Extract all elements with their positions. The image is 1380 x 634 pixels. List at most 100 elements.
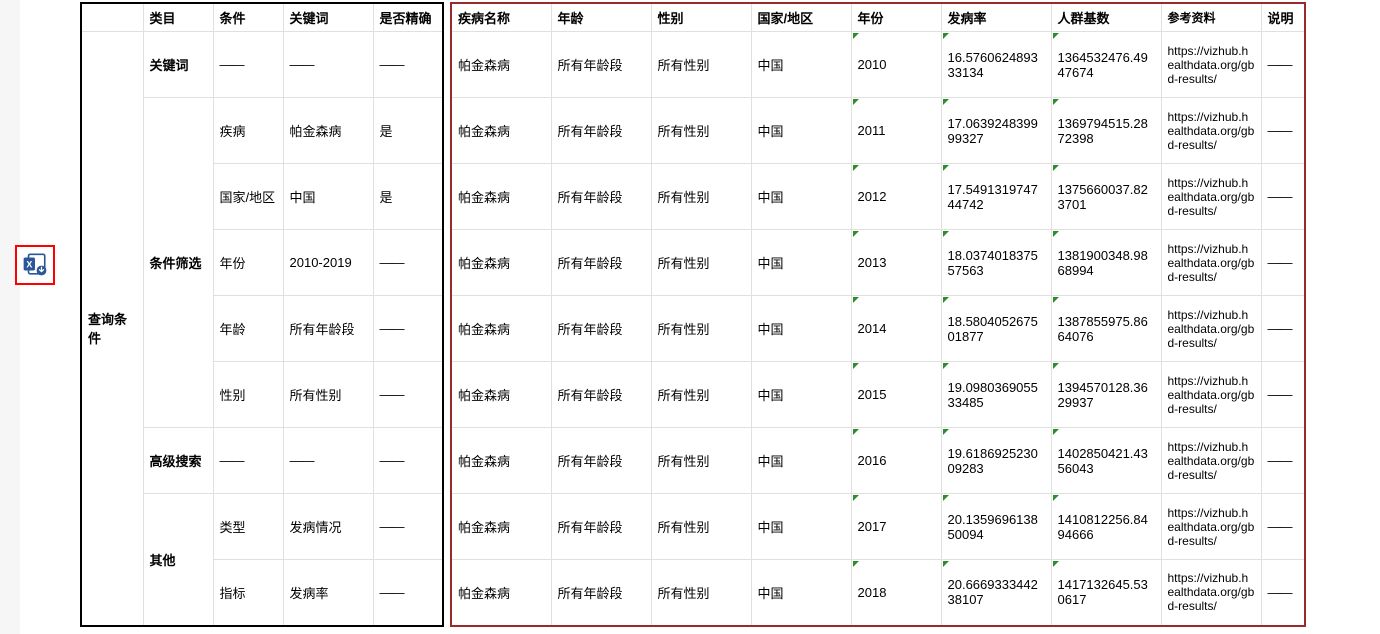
sex-cell: 所有性别: [651, 362, 751, 428]
region-cell: 中国: [751, 296, 851, 362]
col-year: 年份: [851, 3, 941, 32]
sex-cell: 所有性别: [651, 230, 751, 296]
disease-cell: 帕金森病: [451, 362, 551, 428]
condition-cell: 国家/地区: [213, 164, 283, 230]
exact-cell: ——: [373, 428, 443, 494]
pop-cell: 1364532476.4947674: [1051, 32, 1161, 98]
ref-cell: https://vizhub.healthdata.org/gbd-result…: [1161, 428, 1261, 494]
left-header-condition: 条件: [213, 3, 283, 32]
rate-cell: 16.576062489333134: [941, 32, 1051, 98]
ref-cell: https://vizhub.healthdata.org/gbd-result…: [1161, 230, 1261, 296]
exact-cell: ——: [373, 230, 443, 296]
pop-cell: 1417132645.530617: [1051, 560, 1161, 626]
result-row: 帕金森病所有年龄段所有性别中国201016.576062489333134136…: [451, 32, 1305, 98]
results-table: 疾病名称 年龄 性别 国家/地区 年份 发病率 人群基数 参考资料 说明 帕金森…: [450, 2, 1306, 627]
disease-cell: 帕金森病: [451, 98, 551, 164]
left-header-category: 类目: [143, 3, 213, 32]
ref-cell: https://vizhub.healthdata.org/gbd-result…: [1161, 98, 1261, 164]
col-ref: 参考资料: [1161, 3, 1261, 32]
condition-cell: ——: [213, 32, 283, 98]
region-cell: 中国: [751, 428, 851, 494]
exact-cell: ——: [373, 362, 443, 428]
sex-cell: 所有性别: [651, 560, 751, 626]
age-cell: 所有年龄段: [551, 296, 651, 362]
ref-cell: https://vizhub.healthdata.org/gbd-result…: [1161, 296, 1261, 362]
year-cell: 2012: [851, 164, 941, 230]
pop-cell: 1381900348.9868994: [1051, 230, 1161, 296]
left-header-root: [81, 3, 143, 32]
desc-cell: ——: [1261, 98, 1305, 164]
col-region: 国家/地区: [751, 3, 851, 32]
rate-cell: 17.549131974744742: [941, 164, 1051, 230]
desc-cell: ——: [1261, 362, 1305, 428]
group-label-cell: 关键词: [143, 32, 213, 98]
condition-cell: 性别: [213, 362, 283, 428]
region-cell: 中国: [751, 560, 851, 626]
pop-cell: 1394570128.3629937: [1051, 362, 1161, 428]
rate-cell: 19.098036905533485: [941, 362, 1051, 428]
ref-cell: https://vizhub.healthdata.org/gbd-result…: [1161, 362, 1261, 428]
pop-cell: 1375660037.823701: [1051, 164, 1161, 230]
rate-cell: 19.618692523009283: [941, 428, 1051, 494]
col-age: 年龄: [551, 3, 651, 32]
desc-cell: ——: [1261, 296, 1305, 362]
exact-cell: 是: [373, 164, 443, 230]
keyword-cell: ——: [283, 428, 373, 494]
sex-cell: 所有性别: [651, 494, 751, 560]
query-condition-row: 查询条件关键词——————: [81, 32, 443, 98]
rate-cell: 17.063924839999327: [941, 98, 1051, 164]
disease-cell: 帕金森病: [451, 428, 551, 494]
keyword-cell: ——: [283, 32, 373, 98]
keyword-cell: 所有性别: [283, 362, 373, 428]
desc-cell: ——: [1261, 164, 1305, 230]
result-row: 帕金森病所有年龄段所有性别中国201117.063924839999327136…: [451, 98, 1305, 164]
excel-download-button[interactable]: X: [15, 245, 55, 285]
region-cell: 中国: [751, 32, 851, 98]
condition-cell: 疾病: [213, 98, 283, 164]
ref-cell: https://vizhub.healthdata.org/gbd-result…: [1161, 560, 1261, 626]
age-cell: 所有年龄段: [551, 230, 651, 296]
year-cell: 2011: [851, 98, 941, 164]
age-cell: 所有年龄段: [551, 164, 651, 230]
year-cell: 2013: [851, 230, 941, 296]
exact-cell: ——: [373, 494, 443, 560]
exact-cell: ——: [373, 296, 443, 362]
group-label-cell: 高级搜索: [143, 428, 213, 494]
condition-cell: 年龄: [213, 296, 283, 362]
age-cell: 所有年龄段: [551, 560, 651, 626]
left-header-keyword: 关键词: [283, 3, 373, 32]
region-cell: 中国: [751, 494, 851, 560]
sex-cell: 所有性别: [651, 164, 751, 230]
result-row: 帕金森病所有年龄段所有性别中国201318.037401837557563138…: [451, 230, 1305, 296]
result-row: 帕金森病所有年龄段所有性别中国201418.580405267501877138…: [451, 296, 1305, 362]
disease-cell: 帕金森病: [451, 494, 551, 560]
col-pop: 人群基数: [1051, 3, 1161, 32]
rate-cell: 20.666933344238107: [941, 560, 1051, 626]
disease-cell: 帕金森病: [451, 164, 551, 230]
col-disease: 疾病名称: [451, 3, 551, 32]
result-row: 帕金森病所有年龄段所有性别中国201820.666933344238107141…: [451, 560, 1305, 626]
result-row: 帕金森病所有年龄段所有性别中国201519.098036905533485139…: [451, 362, 1305, 428]
condition-cell: 类型: [213, 494, 283, 560]
desc-cell: ——: [1261, 560, 1305, 626]
region-cell: 中国: [751, 98, 851, 164]
excel-download-icon: X: [22, 251, 48, 280]
root-label-cell: 查询条件: [81, 32, 143, 626]
result-row: 帕金森病所有年龄段所有性别中国201720.135969613850094141…: [451, 494, 1305, 560]
year-cell: 2014: [851, 296, 941, 362]
disease-cell: 帕金森病: [451, 230, 551, 296]
year-cell: 2018: [851, 560, 941, 626]
age-cell: 所有年龄段: [551, 32, 651, 98]
disease-cell: 帕金森病: [451, 296, 551, 362]
region-cell: 中国: [751, 362, 851, 428]
desc-cell: ——: [1261, 32, 1305, 98]
keyword-cell: 所有年龄段: [283, 296, 373, 362]
year-cell: 2017: [851, 494, 941, 560]
ref-cell: https://vizhub.healthdata.org/gbd-result…: [1161, 494, 1261, 560]
age-cell: 所有年龄段: [551, 428, 651, 494]
sex-cell: 所有性别: [651, 296, 751, 362]
desc-cell: ——: [1261, 494, 1305, 560]
sex-cell: 所有性别: [651, 98, 751, 164]
result-row: 帕金森病所有年龄段所有性别中国201619.618692523009283140…: [451, 428, 1305, 494]
desc-cell: ——: [1261, 428, 1305, 494]
